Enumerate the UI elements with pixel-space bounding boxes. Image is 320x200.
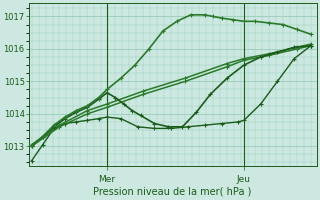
X-axis label: Pression niveau de la mer( hPa ): Pression niveau de la mer( hPa ) xyxy=(93,187,252,197)
